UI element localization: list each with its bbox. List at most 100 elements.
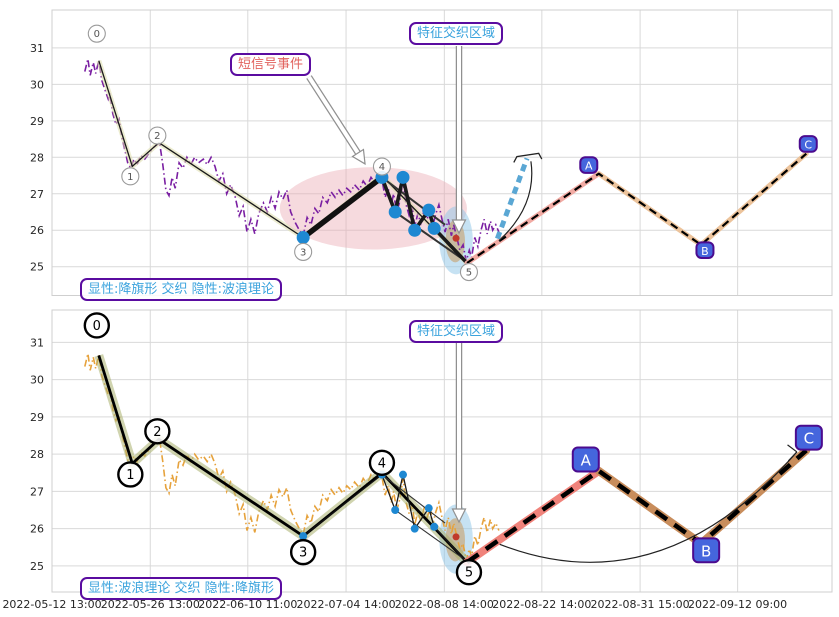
blue-projection-annotation bbox=[495, 157, 530, 240]
flag-marker-dot bbox=[408, 223, 422, 237]
abc-projection-line bbox=[465, 448, 808, 565]
y-tick-label: 28 bbox=[30, 151, 44, 164]
wave-line bbox=[98, 60, 468, 264]
abc-letter: B bbox=[701, 542, 711, 560]
x-tick-label: 2022-08-08 14:00 bbox=[395, 598, 494, 611]
wave-point-label: 3 bbox=[299, 546, 307, 561]
y-tick-label: 27 bbox=[30, 188, 44, 201]
abc-label-C bbox=[798, 135, 818, 153]
interweave-zone-label-bottom: 特征交织区域 bbox=[409, 320, 504, 343]
abc-label-A bbox=[579, 156, 599, 174]
wave-point-label: 1 bbox=[126, 468, 134, 483]
y-tick-label: 29 bbox=[30, 115, 44, 128]
abc-letter: A bbox=[581, 452, 592, 470]
flag-channel-line bbox=[394, 509, 464, 559]
wave-point-4 bbox=[368, 449, 396, 476]
flag-marker-dot bbox=[391, 506, 400, 515]
flag-marker-dot bbox=[410, 524, 419, 533]
wave-point-5 bbox=[455, 558, 483, 586]
wave-point-label: 4 bbox=[379, 162, 385, 173]
bracket-cap bbox=[513, 152, 543, 163]
abc-label-B bbox=[695, 241, 715, 259]
x-tick-label: 2022-08-22 14:00 bbox=[492, 598, 591, 611]
y-tick-label: 25 bbox=[30, 560, 44, 573]
flag-marker-dot bbox=[296, 231, 310, 245]
wave-point-label: 3 bbox=[300, 247, 306, 258]
pattern-label-top: 显性:降旗形 交织 隐性:波浪理论 bbox=[80, 278, 283, 301]
flag-channel-line bbox=[394, 211, 464, 261]
x-tick-label: 2022-09-12 09:00 bbox=[688, 598, 787, 611]
flag-marker-dot bbox=[299, 532, 308, 541]
interweave-arrow bbox=[451, 342, 467, 524]
wave-point-0 bbox=[83, 312, 111, 339]
wave-point-5 bbox=[459, 262, 479, 282]
flag-pole bbox=[302, 474, 383, 537]
flag-marker-dot bbox=[424, 504, 433, 513]
x-tick-label: 2022-05-12 13:00 bbox=[2, 598, 101, 611]
gridlines bbox=[51, 10, 832, 296]
abc-letter: A bbox=[585, 160, 593, 173]
panel-top: 25 26 27 28 29 30 31 0 1 2 3 4 5 A B C bbox=[30, 9, 833, 296]
wave-point-label: 4 bbox=[378, 456, 386, 471]
wave-point-2 bbox=[148, 126, 167, 145]
flag-marker-dot bbox=[396, 170, 410, 184]
x-tick-label: 2022-05-26 13:00 bbox=[101, 598, 200, 611]
y-tick-label: 26 bbox=[30, 523, 44, 536]
flag-marker-dot bbox=[422, 203, 436, 217]
flag-marker-dot bbox=[399, 470, 407, 479]
measure-curve bbox=[498, 161, 533, 242]
flag-channel-line bbox=[381, 176, 446, 226]
wave-point-1 bbox=[117, 461, 144, 488]
x-tick-label: 2022-06-10 11:00 bbox=[198, 598, 297, 611]
wave-point-2 bbox=[144, 418, 171, 445]
flag-pole bbox=[300, 174, 385, 241]
wave-point-label: 5 bbox=[465, 566, 473, 581]
wave-point-label: 0 bbox=[93, 319, 101, 334]
flag-marker-dot bbox=[388, 205, 402, 219]
y-tick-label: 31 bbox=[30, 336, 44, 349]
wave-point-4 bbox=[372, 157, 391, 176]
wave-point-label: 2 bbox=[153, 425, 161, 440]
y-tick-label: 30 bbox=[30, 374, 44, 387]
abc-projection-line bbox=[466, 152, 808, 264]
interweave-zone-label-top: 特征交织区域 bbox=[409, 22, 504, 45]
abc-letter: C bbox=[804, 139, 812, 152]
event-dot bbox=[452, 234, 460, 242]
wave-point-3 bbox=[294, 242, 313, 261]
x-tick-label: 2022-08-31 15:00 bbox=[591, 598, 690, 611]
wave-point-0 bbox=[87, 24, 106, 43]
abc-label-C bbox=[794, 424, 823, 451]
wave-point-label: 5 bbox=[466, 268, 472, 279]
short-signal-label: 短信号事件 bbox=[230, 53, 312, 76]
wave-point-label: 0 bbox=[94, 29, 100, 40]
flag-marker-dot bbox=[427, 221, 441, 235]
wave-point-label: 1 bbox=[127, 172, 133, 183]
price-line bbox=[84, 58, 500, 262]
y-tick-label: 26 bbox=[30, 224, 44, 237]
abc-label-B bbox=[692, 537, 721, 564]
y-tick-label: 27 bbox=[30, 485, 44, 498]
arc-arrowhead bbox=[787, 451, 798, 462]
y-tick-label: 25 bbox=[30, 261, 44, 274]
event-dot bbox=[452, 533, 460, 541]
flag-pattern bbox=[299, 470, 468, 563]
y-tick-label: 28 bbox=[30, 448, 44, 461]
y-tick-label: 30 bbox=[30, 78, 44, 91]
y-tick-label: 29 bbox=[30, 411, 44, 424]
wave-line bbox=[97, 354, 469, 564]
pattern-label-bottom: 显性:波浪理论 交织 隐性:降旗形 bbox=[80, 577, 283, 600]
abc-letter: C bbox=[804, 430, 814, 448]
flag-marker-dot bbox=[430, 522, 439, 531]
abc-letter: B bbox=[701, 245, 709, 258]
abc-label-A bbox=[571, 446, 600, 473]
y-tick-label: 31 bbox=[30, 42, 44, 55]
wave-point-3 bbox=[289, 538, 317, 566]
wave-point-label: 2 bbox=[154, 131, 160, 142]
wave-point-1 bbox=[121, 167, 140, 186]
arc-arrowhead bbox=[787, 444, 798, 453]
flag-channel-line bbox=[381, 474, 446, 524]
x-tick-label: 2022-07-04 14:00 bbox=[296, 598, 395, 611]
